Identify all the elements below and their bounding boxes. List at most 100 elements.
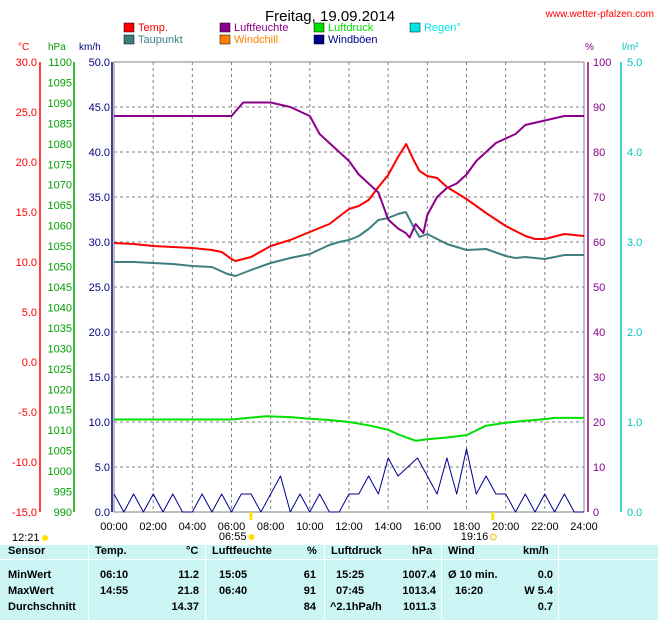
wind-axis-tick-label: 40.0 bbox=[89, 147, 110, 159]
humidity-axis-tick-label: 100 bbox=[593, 57, 611, 69]
pressure-axis-tick-label: 1100 bbox=[48, 57, 72, 69]
legend-swatch bbox=[219, 22, 231, 33]
sunrise-time: 06:55 bbox=[219, 531, 247, 543]
wind-axis-tick-label: 0.0 bbox=[95, 507, 110, 519]
legend-swatch bbox=[313, 34, 325, 45]
sunset-marker bbox=[491, 512, 495, 520]
rain-axis-tick-label: 1.0 bbox=[627, 417, 642, 429]
legend-label: Windchill bbox=[234, 34, 278, 46]
pressure-axis-tick-label: 1065 bbox=[48, 200, 72, 212]
legend-label: Windböen bbox=[328, 34, 378, 46]
legend-swatch bbox=[313, 22, 325, 33]
humidity-axis-tick-label: 30 bbox=[593, 372, 605, 384]
chart-title: Freitag, 19.09.2014 bbox=[265, 8, 395, 25]
sunrise-marker bbox=[249, 512, 253, 520]
weather-chart: Freitag, 19.09.2014 www.wetter-pfalzen.c… bbox=[12, 8, 654, 544]
moon-icon bbox=[42, 535, 48, 541]
humidity-axis-tick-label: 20 bbox=[593, 417, 605, 429]
pressure-axis-tick-label: 1085 bbox=[48, 118, 72, 130]
humidity-axis-tick-label: 60 bbox=[593, 237, 605, 249]
statistics-table: Sensor Temp. °C Luftfeuchte % Luftdruck … bbox=[0, 544, 658, 620]
pressure-unit-label: hPa bbox=[48, 42, 66, 53]
humidity-value: 84 bbox=[303, 601, 316, 613]
legend-swatch bbox=[123, 22, 135, 33]
legend-swatch bbox=[409, 22, 421, 33]
pressure-value: 1013.4 bbox=[402, 585, 436, 597]
th-humidity: Luftfeuchte bbox=[212, 545, 272, 557]
th-pressure-unit: hPa bbox=[412, 545, 433, 557]
row-label: MaxWert bbox=[8, 585, 54, 597]
pressure-axis-tick-label: 1010 bbox=[48, 425, 72, 437]
legend-label: Temp. bbox=[138, 22, 168, 34]
series-temp-line bbox=[113, 143, 585, 262]
humidity-axis-tick-label: 10 bbox=[593, 462, 605, 474]
wind-value: W 5.4 bbox=[524, 585, 553, 597]
th-humidity-unit: % bbox=[307, 545, 317, 557]
row-label: Durchschnitt bbox=[8, 601, 76, 613]
pressure-axis-tick-label: 1055 bbox=[48, 241, 72, 253]
temp-value: 14.37 bbox=[171, 601, 199, 613]
wind-axis-tick-label: 15.0 bbox=[89, 372, 110, 384]
pressure-axis-tick-label: 1005 bbox=[48, 446, 72, 458]
rain-axis-tick-label: 4.0 bbox=[627, 147, 642, 159]
temp-time: 06:10 bbox=[100, 569, 129, 581]
time-axis-tick-label: 12:00 bbox=[335, 521, 363, 533]
wind-axis-tick-label: 5.0 bbox=[95, 462, 110, 474]
wind-axis-tick-label: 35.0 bbox=[89, 192, 110, 204]
temp-unit-label: °C bbox=[18, 42, 29, 53]
site-link[interactable]: www.wetter-pfalzen.com bbox=[545, 9, 654, 20]
wind-axis-tick-label: 30.0 bbox=[89, 237, 110, 249]
th-pressure: Luftdruck bbox=[331, 545, 382, 557]
pressure-axis-tick-label: 1095 bbox=[48, 77, 72, 89]
rain-axis-tick-label: 5.0 bbox=[627, 57, 642, 69]
time-axis-tick-label: 14:00 bbox=[374, 521, 402, 533]
wind-unit-label: km/h bbox=[79, 42, 101, 53]
wind-axis-tick-label: 10.0 bbox=[89, 417, 110, 429]
header: Freitag, 19.09.2014 www.wetter-pfalzen.c… bbox=[265, 8, 654, 25]
rain-axis-tick-label: 0.0 bbox=[627, 507, 642, 519]
time-axis-tick-label: 18:00 bbox=[453, 521, 481, 533]
table-row: Durchschnitt 14.37 84 ^2.1hPa/h 1011.3 0… bbox=[0, 600, 658, 615]
time-axis-tick-label: 10:00 bbox=[296, 521, 324, 533]
pressure-axis-tick-label: 1075 bbox=[48, 159, 72, 171]
legend-label: Regen° bbox=[424, 22, 461, 34]
time-axis-tick-label: 06:00 bbox=[218, 521, 246, 533]
pressure-time: 07:45 bbox=[336, 585, 365, 597]
humidity-axis-tick-label: 80 bbox=[593, 147, 605, 159]
wind-axis-tick-label: 50.0 bbox=[89, 57, 110, 69]
temp-axis-tick-label: -15.0 bbox=[12, 507, 37, 519]
temp-time: 14:55 bbox=[100, 585, 129, 597]
legend-swatch bbox=[219, 34, 231, 45]
th-wind-unit: km/h bbox=[523, 545, 549, 557]
temp-value: 11.2 bbox=[178, 569, 199, 581]
time-axis-tick-label: 00:00 bbox=[100, 521, 128, 533]
humidity-axis-tick-label: 70 bbox=[593, 192, 605, 204]
pressure-axis-tick-label: 1000 bbox=[48, 466, 72, 478]
grid bbox=[114, 62, 584, 512]
pressure-axis-tick-label: 1020 bbox=[48, 384, 72, 396]
pressure-axis-tick-label: 995 bbox=[54, 487, 72, 499]
pressure-axis-tick-label: 1035 bbox=[48, 323, 72, 335]
humidity-axis-tick-label: 40 bbox=[593, 327, 605, 339]
temp-axis-tick-label: -5.0 bbox=[18, 407, 37, 419]
wind-value: 0.0 bbox=[537, 569, 553, 581]
pressure-axis-tick-label: 990 bbox=[54, 507, 72, 519]
legend-label: Luftfeuchte bbox=[234, 22, 288, 34]
temp-axis-tick-label: 5.0 bbox=[22, 307, 37, 319]
pressure-axis-tick-label: 1030 bbox=[48, 343, 72, 355]
temp-axis-tick-label: 25.0 bbox=[16, 107, 37, 119]
pressure-value: 1011.3 bbox=[402, 601, 436, 613]
pressure-value: 1007.4 bbox=[402, 569, 436, 581]
th-wind: Wind bbox=[448, 545, 475, 557]
humidity-value: 91 bbox=[303, 585, 316, 597]
humidity-value: 61 bbox=[303, 569, 316, 581]
sunset-icon bbox=[489, 533, 497, 541]
humidity-time: 15:05 bbox=[219, 569, 248, 581]
humidity-unit-label: % bbox=[585, 42, 594, 53]
pressure-axis-tick-label: 1040 bbox=[48, 302, 72, 314]
legend-label: Taupunkt bbox=[138, 34, 183, 46]
legend-swatch bbox=[123, 34, 135, 45]
th-temp-unit: °C bbox=[186, 545, 199, 557]
legend-label: Luftdruck bbox=[328, 22, 374, 34]
